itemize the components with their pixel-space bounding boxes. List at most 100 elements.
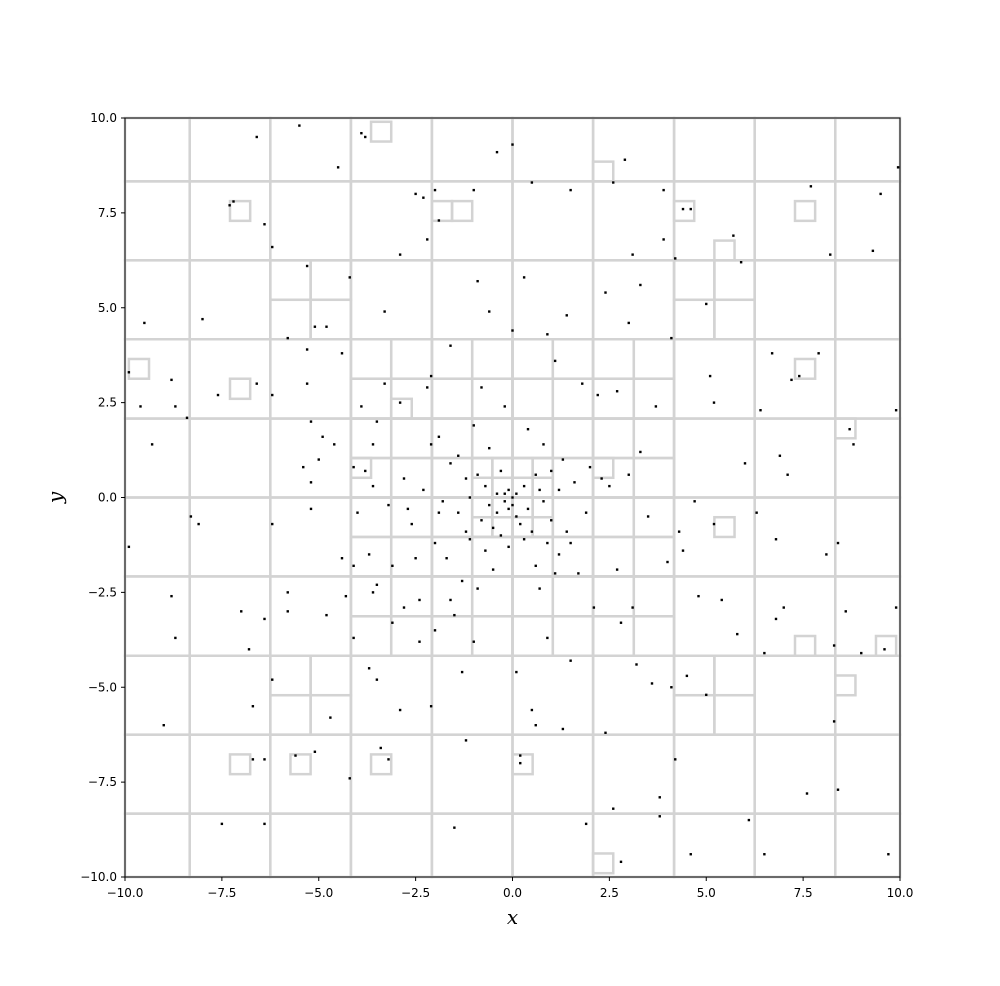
data-point (329, 716, 332, 719)
data-point (755, 511, 758, 514)
quadtree-cell (591, 417, 636, 460)
data-point (896, 166, 900, 169)
quadtree-cell (591, 456, 615, 480)
quadtree-cell (470, 496, 494, 519)
data-point (615, 568, 619, 571)
data-point (670, 336, 673, 340)
quadtree-cell (672, 259, 716, 302)
quadtree-cell (491, 515, 514, 539)
quadtree-cell (672, 693, 716, 736)
data-point (410, 522, 413, 526)
data-point (484, 549, 487, 552)
y-tick-label: −2.5 (88, 585, 117, 599)
quadtree-cell (430, 812, 514, 879)
data-point (519, 522, 522, 526)
data-point (658, 796, 661, 799)
data-point (631, 253, 634, 256)
quadtree-cell (389, 496, 434, 539)
quadtree-cell (591, 575, 636, 618)
data-point (367, 553, 371, 556)
quadtree-cell (349, 535, 393, 578)
data-point (515, 670, 518, 674)
data-point (503, 405, 506, 408)
data-point (639, 283, 642, 287)
data-point (305, 382, 309, 385)
quadtree-cell (123, 116, 191, 183)
data-point (507, 545, 510, 549)
data-point (298, 124, 301, 127)
quadtree-cell (123, 259, 191, 341)
data-point (491, 526, 495, 530)
data-point (364, 469, 367, 473)
quadtree-cell (591, 654, 676, 736)
quadtree-cell (591, 812, 676, 879)
quadtree-cell (389, 417, 434, 460)
data-point (569, 659, 572, 662)
data-point (302, 465, 305, 469)
data-point (437, 511, 441, 514)
quadtree-cell (834, 417, 857, 440)
quadtree-cell (309, 298, 353, 341)
data-point (526, 427, 530, 431)
data-point (170, 594, 173, 598)
quadtree-cell (269, 575, 353, 658)
quadtree-cell (793, 199, 817, 223)
data-point (646, 515, 650, 518)
quadtree-cell (123, 812, 191, 879)
data-point (406, 507, 410, 511)
data-point (596, 393, 599, 397)
data-point (786, 473, 789, 476)
data-point (747, 818, 751, 822)
data-point (383, 310, 386, 313)
quadtree-cell (188, 259, 272, 341)
quadtree-cell (269, 180, 353, 262)
quadtree-cell (349, 496, 393, 539)
data-point (495, 511, 499, 514)
quadtree-cell (389, 615, 434, 658)
data-point (255, 382, 258, 385)
data-point (491, 568, 495, 571)
data-point (426, 238, 429, 241)
data-point (139, 405, 142, 408)
data-point (782, 606, 785, 609)
data-point (271, 522, 274, 526)
quadtree-cell (632, 456, 676, 499)
data-point (879, 192, 882, 196)
data-point (437, 219, 441, 222)
data-point (739, 261, 743, 264)
data-point (515, 492, 518, 495)
data-point (127, 545, 131, 549)
quadtree-cell (430, 417, 474, 460)
data-point (712, 401, 716, 404)
data-point (449, 462, 452, 465)
quadtree-cell (470, 417, 514, 460)
data-point (623, 158, 627, 161)
quadtree-cell (591, 337, 636, 380)
data-point (418, 640, 421, 643)
quadtree-cell (793, 634, 817, 658)
data-point (674, 257, 677, 260)
data-point (305, 348, 309, 351)
data-point (689, 853, 692, 856)
quadtree-cell (834, 733, 902, 815)
data-point (286, 591, 289, 594)
quadtree-cell (753, 496, 837, 578)
data-point (170, 378, 173, 382)
quadtree-cell (632, 575, 676, 618)
x-tick-label: 0.0 (503, 886, 522, 900)
quadtree-cell (188, 417, 272, 499)
data-point (546, 333, 549, 336)
quadtree-cell (591, 496, 636, 539)
data-point (271, 678, 274, 681)
data-point (379, 746, 382, 750)
quadtree-cell (753, 417, 837, 499)
data-point (774, 617, 778, 621)
y-tick-label: 7.5 (98, 206, 117, 220)
quadtree-cell (551, 496, 595, 539)
data-point (263, 223, 266, 226)
data-point (313, 325, 317, 328)
data-point (658, 815, 661, 818)
x-tick-label: −2.5 (401, 886, 430, 900)
quadtree-cell (470, 476, 494, 499)
data-point (654, 405, 658, 408)
